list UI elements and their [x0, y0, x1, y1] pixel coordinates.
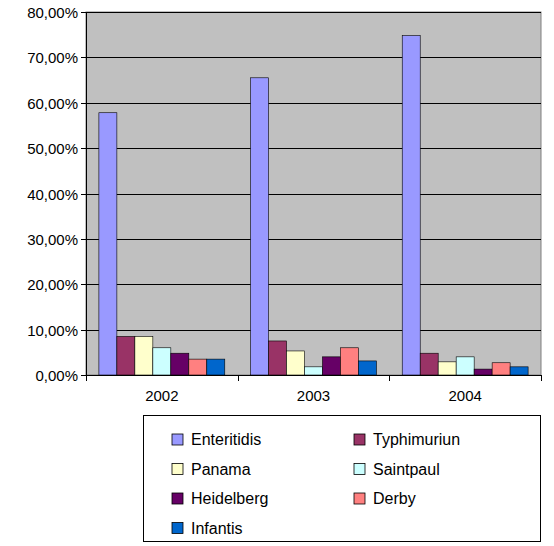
grid-line [86, 375, 541, 376]
legend-swatch [354, 493, 365, 504]
legend-label: Heidelberg [191, 490, 268, 507]
x-tick-label: 2004 [448, 387, 481, 404]
y-tick-label: 60,00% [27, 95, 78, 112]
legend-swatch [354, 464, 365, 475]
legend-swatch [172, 434, 183, 445]
bar [207, 359, 225, 375]
bar [287, 351, 305, 375]
y-tick [81, 194, 86, 195]
legend-swatch [354, 434, 365, 445]
grid-line [86, 103, 541, 104]
y-tick-label: 30,00% [27, 231, 78, 248]
y-tick [81, 57, 86, 58]
bar [340, 348, 358, 375]
bar [99, 113, 117, 375]
bar [305, 367, 323, 375]
bar [171, 353, 189, 375]
bar [117, 336, 135, 375]
y-tick [81, 330, 86, 331]
bar [189, 359, 207, 375]
grid-line [86, 284, 541, 285]
legend-swatch [172, 464, 183, 475]
x-tick [541, 375, 542, 381]
legend-label: Saintpaul [373, 461, 440, 478]
bar [322, 357, 340, 375]
chart: 0,00% 10,00% 20,00% 30,00% 40,00% 50,00% 60,00… [0, 0, 554, 546]
y-tick-label: 50,00% [27, 140, 78, 157]
bar [269, 341, 287, 375]
grid-line [86, 12, 541, 13]
bar [358, 361, 376, 375]
bar [420, 353, 438, 375]
legend-label: Enteritidis [191, 431, 261, 448]
y-tick [81, 103, 86, 104]
legend-label: Panama [191, 461, 251, 478]
plot-area [86, 12, 541, 375]
x-tick [238, 375, 239, 381]
x-tick [389, 375, 390, 381]
bar [251, 78, 269, 375]
y-tick-label: 10,00% [27, 322, 78, 339]
legend-label: Typhimuriun [373, 431, 460, 448]
y-tick-label: 20,00% [27, 276, 78, 293]
bar [474, 369, 492, 375]
legend-label: Derby [373, 490, 416, 507]
y-tick-label: 80,00% [27, 4, 78, 21]
bar [153, 348, 171, 375]
y-tick-label: 40,00% [27, 186, 78, 203]
y-axis [86, 12, 87, 375]
grid-line [86, 194, 541, 195]
y-tick-label: 0,00% [35, 367, 78, 384]
y-tick-label: 70,00% [27, 49, 78, 66]
grid-line [86, 239, 541, 240]
y-tick [81, 375, 86, 376]
grid-line [86, 148, 541, 149]
x-tick [86, 375, 87, 381]
x-tick-label: 2002 [145, 387, 178, 404]
bar [510, 367, 528, 375]
bar [402, 36, 420, 375]
y-tick [81, 12, 86, 13]
bar [135, 336, 153, 375]
grid-line [86, 57, 541, 58]
bars [99, 36, 528, 375]
bar [456, 357, 474, 375]
legend [144, 416, 541, 542]
bar [438, 362, 456, 375]
x-axis [86, 375, 541, 376]
bar [492, 363, 510, 375]
x-tick-label: 2003 [297, 387, 330, 404]
legend-swatch [172, 493, 183, 504]
y-tick [81, 148, 86, 149]
y-tick [81, 239, 86, 240]
grid-line [86, 330, 541, 331]
legend-label: Infantis [191, 520, 243, 537]
legend-swatch [172, 523, 183, 534]
y-tick [81, 284, 86, 285]
